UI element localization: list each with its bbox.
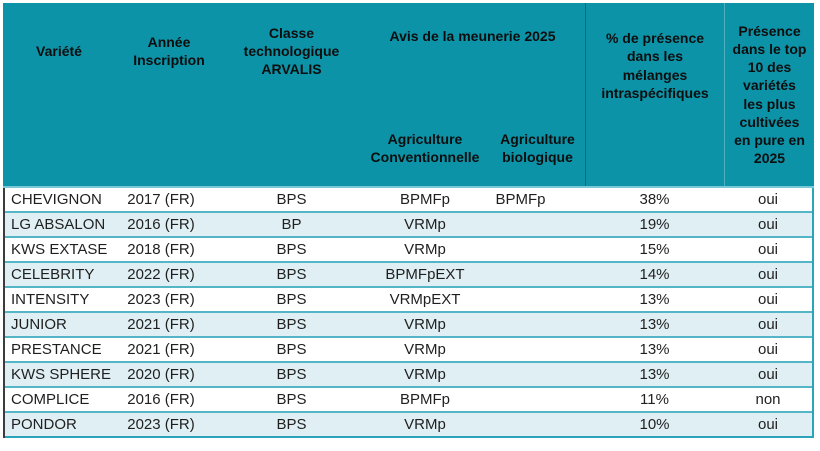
- cell-variete: JUNIOR: [11, 316, 67, 333]
- cell-variete: CELEBRITY: [11, 266, 95, 283]
- cell-pct-melanges: 13%: [639, 291, 670, 308]
- header-top10-label: Présence dans le top 10 des variétés les…: [732, 22, 807, 167]
- cell-pct-melanges: 14%: [639, 266, 670, 283]
- cell-top10: oui: [757, 216, 779, 233]
- cell-annee-inscription: 2016 (FR): [127, 216, 195, 233]
- cell-top10: oui: [757, 316, 779, 333]
- cell-annee-inscription: 2021 (FR): [127, 341, 195, 358]
- cell-classe-arvalis: BP: [281, 216, 302, 233]
- table-row: PRESTANCE 2021 (FR) BPS VRMp 13% oui: [5, 338, 812, 363]
- header-annee-label: Année Inscription: [133, 33, 205, 68]
- cell-annee-inscription: 2023 (FR): [127, 416, 195, 433]
- cell-pct-melanges: 38%: [639, 191, 670, 208]
- table-row: COMPLICE 2016 (FR) BPS BPMFp 11% non: [5, 388, 812, 413]
- cell-avis-conventionnelle: BPMFp: [399, 191, 450, 208]
- header-agriculture-biologique: Agriculture biologique: [500, 130, 575, 165]
- cell-classe-arvalis: BPS: [276, 191, 307, 208]
- cell-variete: INTENSITY: [11, 291, 90, 308]
- header-variete: Variété: [3, 3, 115, 99]
- cell-top10: oui: [757, 416, 779, 433]
- cell-variete: PONDOR: [11, 416, 77, 433]
- table-row: CHEVIGNON 2017 (FR) BPS BPMFp BPMFp 38% …: [5, 188, 812, 213]
- cell-classe-arvalis: BPS: [276, 241, 307, 258]
- cell-top10: oui: [757, 366, 779, 383]
- header-avis-title: Avis de la meunerie 2025: [389, 28, 556, 44]
- cell-avis-conventionnelle: VRMp: [404, 316, 446, 333]
- cell-variete: KWS EXTASE: [11, 241, 108, 258]
- cell-classe-arvalis: BPS: [276, 366, 307, 383]
- table-row: KWS SPHERE 2020 (FR) BPS VRMp 13% oui: [5, 363, 812, 388]
- cell-classe-arvalis: BPS: [276, 291, 307, 308]
- cell-pct-melanges: 11%: [640, 391, 669, 408]
- header-classe-arvalis: Classe technologique ARVALIS: [223, 3, 360, 99]
- cell-annee-inscription: 2016 (FR): [127, 391, 195, 408]
- header-avis-meunerie-group: Avis de la meunerie 2025 Agriculture Con…: [360, 3, 585, 186]
- varieties-table: Variété Année Inscription Classe technol…: [3, 3, 814, 438]
- cell-top10: oui: [757, 341, 779, 358]
- cell-classe-arvalis: BPS: [276, 266, 307, 283]
- cell-top10: oui: [757, 191, 779, 208]
- cell-avis-conventionnelle: VRMp: [404, 366, 446, 383]
- header-annee-inscription: Année Inscription: [115, 3, 223, 99]
- cell-avis-conventionnelle: VRMp: [404, 341, 446, 358]
- header-avis-subcolumns: Agriculture Conventionnelle Agriculture …: [360, 130, 585, 166]
- header-top10: Présence dans le top 10 des variétés les…: [724, 3, 814, 186]
- header-pct-melanges: % de présence dans les mélanges intraspé…: [585, 3, 724, 186]
- cell-variete: LG ABSALON: [11, 216, 106, 233]
- cell-variete: KWS SPHERE: [11, 366, 112, 383]
- cell-pct-melanges: 13%: [639, 316, 670, 333]
- cell-top10: oui: [757, 266, 779, 283]
- cell-annee-inscription: 2022 (FR): [127, 266, 195, 283]
- cell-avis-conventionnelle: VRMp: [404, 241, 446, 258]
- table-row: LG ABSALON 2016 (FR) BP VRMp 19% oui: [5, 213, 812, 238]
- cell-avis-conventionnelle: VRMp: [404, 416, 446, 433]
- cell-annee-inscription: 2020 (FR): [127, 366, 195, 383]
- cell-classe-arvalis: BPS: [276, 391, 307, 408]
- cell-avis-conventionnelle: VRMp: [404, 216, 446, 233]
- header-variete-label: Variété: [36, 42, 82, 59]
- header-agriculture-conventionnelle: Agriculture Conventionnelle: [370, 130, 480, 165]
- cell-pct-melanges: 15%: [639, 241, 670, 258]
- table-row: KWS EXTASE 2018 (FR) BPS VRMp 15% oui: [5, 238, 812, 263]
- cell-variete: COMPLICE: [11, 391, 90, 408]
- cell-avis-conventionnelle: VRMpEXT: [389, 291, 461, 308]
- header-classe-label: Classe technologique ARVALIS: [243, 24, 340, 78]
- cell-pct-melanges: 10%: [639, 416, 670, 433]
- header-pct-label: % de présence dans les mélanges intraspé…: [601, 30, 709, 101]
- cell-classe-arvalis: BPS: [276, 316, 307, 333]
- table-row: INTENSITY 2023 (FR) BPS VRMpEXT 13% oui: [5, 288, 812, 313]
- cell-avis-biologique: BPMFp: [495, 191, 546, 208]
- cell-pct-melanges: 19%: [639, 216, 670, 233]
- cell-top10: oui: [757, 291, 779, 308]
- cell-annee-inscription: 2021 (FR): [127, 316, 195, 333]
- cell-top10: oui: [757, 241, 779, 258]
- cell-annee-inscription: 2017 (FR): [127, 191, 195, 208]
- table-header: Variété Année Inscription Classe technol…: [3, 3, 814, 188]
- cell-annee-inscription: 2023 (FR): [127, 291, 195, 308]
- table-row: CELEBRITY 2022 (FR) BPS BPMFpEXT 14% oui: [5, 263, 812, 288]
- cell-pct-melanges: 13%: [639, 341, 670, 358]
- table-body: CHEVIGNON 2017 (FR) BPS BPMFp BPMFp 38% …: [3, 188, 814, 438]
- cell-variete: CHEVIGNON: [11, 191, 102, 208]
- cell-pct-melanges: 13%: [639, 366, 670, 383]
- cell-variete: PRESTANCE: [11, 341, 102, 358]
- cell-avis-conventionnelle: BPMFpEXT: [385, 266, 465, 283]
- cell-top10: non: [755, 391, 781, 408]
- cell-classe-arvalis: BPS: [276, 341, 307, 358]
- cell-classe-arvalis: BPS: [276, 416, 307, 433]
- cell-annee-inscription: 2018 (FR): [127, 241, 195, 258]
- cell-avis-conventionnelle: BPMFp: [399, 391, 450, 408]
- table-row: JUNIOR 2021 (FR) BPS VRMp 13% oui: [5, 313, 812, 338]
- table-row: PONDOR 2023 (FR) BPS VRMp 10% oui: [5, 413, 812, 438]
